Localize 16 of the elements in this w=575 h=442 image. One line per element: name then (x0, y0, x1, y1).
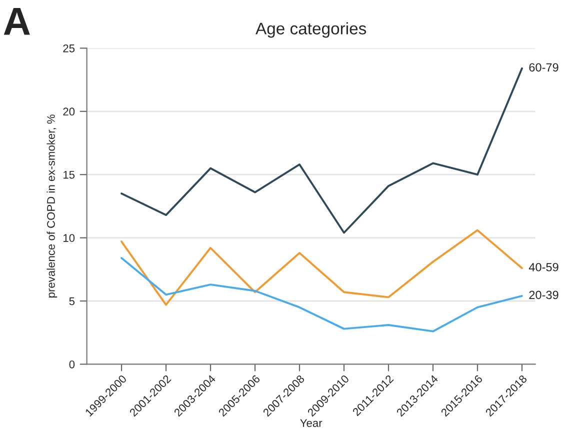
line-series (120, 67, 523, 234)
text: A (4, 8, 30, 35)
y-tick-label: 20 (63, 108, 75, 116)
line-series (120, 229, 523, 306)
chart-title: Age categories (256, 22, 366, 38)
line-series (120, 257, 523, 332)
y-tick-label: 10 (64, 234, 75, 242)
y-tick-label: 0 (69, 360, 75, 368)
y-tick-label: 25 (63, 44, 75, 52)
y-tick-label: 5 (69, 297, 75, 306)
series-label: 60-79 (529, 63, 558, 72)
y-axis-title: prevalence of COPD in ex-smoker, % (46, 114, 58, 298)
y-tick-label: 15 (64, 170, 75, 179)
x-axis-title: Year (300, 419, 322, 427)
series-label: 40-59 (528, 262, 558, 272)
series-label: 20-39 (529, 290, 558, 300)
